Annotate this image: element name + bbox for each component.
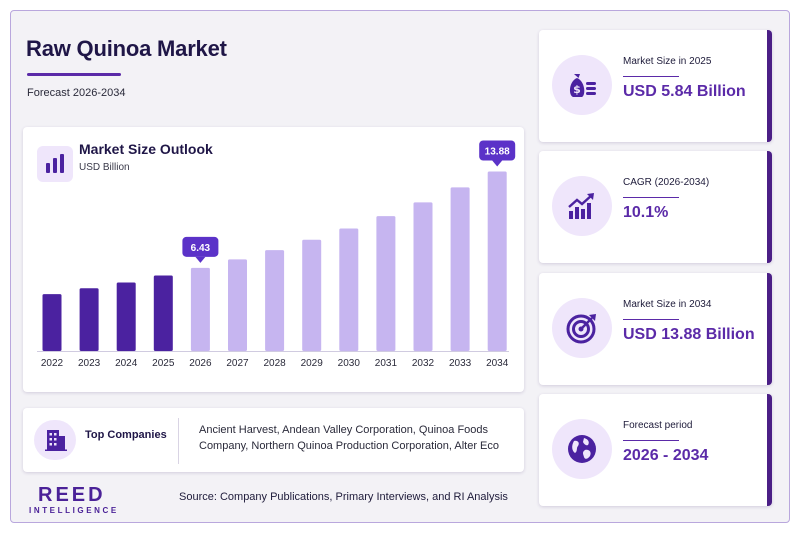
source-note: Source: Company Publications, Primary In… xyxy=(179,491,508,503)
page-title: Raw Quinoa Market xyxy=(26,36,227,61)
bar-2023 xyxy=(79,288,99,351)
title-underline xyxy=(27,73,121,76)
x-tick-label: 2034 xyxy=(486,358,509,369)
globe-icon xyxy=(552,419,612,479)
page-subtitle: Forecast 2026-2034 xyxy=(27,87,126,99)
bar-2030 xyxy=(339,228,359,351)
building-icon xyxy=(34,420,76,460)
companies-divider xyxy=(178,418,179,464)
bar-chart-icon xyxy=(37,146,73,182)
x-tick-label: 2022 xyxy=(41,358,64,369)
stat-label: Forecast period xyxy=(623,420,693,431)
stat-label: CAGR (2026-2034) xyxy=(623,177,710,188)
target-icon xyxy=(552,298,612,358)
x-tick-label: 2032 xyxy=(412,358,435,369)
bar-2029 xyxy=(302,239,322,351)
x-tick-label: 2031 xyxy=(375,358,398,369)
stat-value: 2026 - 2034 xyxy=(623,447,709,464)
bar-2028 xyxy=(265,250,285,351)
stat-value: USD 5.84 Billion xyxy=(623,83,746,100)
brand-logo-wordmark: REED xyxy=(38,484,106,506)
x-tick-label: 2025 xyxy=(152,358,175,369)
bar-2032 xyxy=(413,202,433,351)
bar-chart: 2022 2023 2024 2025 2026 2027 2028 2029 2030 2031… xyxy=(37,140,516,369)
stat-value: USD 13.88 Billion xyxy=(623,326,755,343)
brand-logo-tagline: INTELLIGENCE xyxy=(29,506,119,515)
bar-2027 xyxy=(228,259,247,351)
x-tick-label: 2030 xyxy=(338,358,361,369)
chart-card: Market Size Outlook USD Billion 2022 2023… xyxy=(23,127,524,392)
x-tick-label: 2033 xyxy=(449,358,472,369)
stat-card-market-size-2025: $ Market Size in 2025 USD 5.84 Billion xyxy=(539,30,772,142)
data-label-2034: 13.88 xyxy=(479,140,516,167)
stat-divider xyxy=(623,197,679,198)
companies-card: Top Companies Ancient Harvest, Andean Va… xyxy=(23,408,524,472)
chart-unit-label: USD Billion xyxy=(79,162,130,173)
top-companies-label: Top Companies xyxy=(85,429,167,441)
stat-card-market-size-2034: Market Size in 2034 USD 13.88 Billion xyxy=(539,273,772,385)
stat-card-forecast-period: Forecast period 2026 - 2034 xyxy=(539,394,772,506)
stat-label: Market Size in 2034 xyxy=(623,299,712,310)
money-bag-icon: $ xyxy=(552,55,612,115)
bar-2025 xyxy=(153,275,173,351)
top-companies-list: Ancient Harvest, Andean Valley Corporati… xyxy=(199,424,500,452)
stat-divider xyxy=(623,440,679,441)
bar-2024 xyxy=(116,282,136,351)
svg-text:6.43: 6.43 xyxy=(191,243,211,254)
x-tick-label: 2028 xyxy=(263,358,286,369)
stat-divider xyxy=(623,319,679,320)
svg-text:13.88: 13.88 xyxy=(485,146,510,157)
svg-text:$: $ xyxy=(573,83,581,96)
data-label-2026: 6.43 xyxy=(182,236,219,263)
stat-value: 10.1% xyxy=(623,204,669,221)
x-tick-label: 2027 xyxy=(226,358,249,369)
x-tick-label: 2029 xyxy=(301,358,324,369)
bar-2022 xyxy=(42,294,62,351)
bar-2031 xyxy=(376,216,396,351)
stat-card-cagr: CAGR (2026-2034) 10.1% xyxy=(539,151,772,263)
x-tick-label: 2026 xyxy=(189,358,212,369)
x-tick-label: 2024 xyxy=(115,358,138,369)
stat-divider xyxy=(623,76,679,77)
bar-2034 xyxy=(487,171,507,351)
bar-2026 xyxy=(190,267,210,351)
x-tick-label: 2023 xyxy=(78,358,101,369)
chart-title: Market Size Outlook xyxy=(79,141,213,157)
stat-label: Market Size in 2025 xyxy=(623,56,712,67)
growth-chart-icon xyxy=(552,176,612,236)
bar-2033 xyxy=(450,187,470,351)
